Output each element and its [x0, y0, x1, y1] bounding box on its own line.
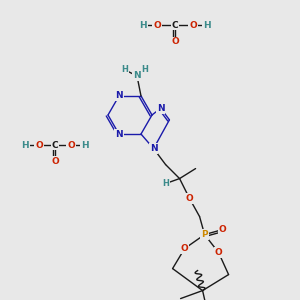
Text: O: O — [67, 140, 75, 149]
Text: O: O — [215, 248, 223, 257]
Text: H: H — [162, 179, 169, 188]
Text: O: O — [181, 244, 188, 253]
Text: O: O — [189, 20, 197, 29]
Text: H: H — [139, 20, 147, 29]
Text: H: H — [142, 65, 148, 74]
Text: P: P — [201, 230, 208, 239]
Text: O: O — [51, 157, 59, 166]
Text: N: N — [115, 92, 123, 100]
Text: H: H — [203, 20, 211, 29]
Text: C: C — [172, 20, 178, 29]
Text: O: O — [171, 38, 179, 46]
Text: N: N — [157, 104, 164, 113]
Text: N: N — [115, 130, 123, 139]
Text: H: H — [122, 65, 128, 74]
Text: O: O — [35, 140, 43, 149]
Text: H: H — [81, 140, 89, 149]
Text: N: N — [150, 144, 158, 153]
Text: O: O — [186, 194, 194, 203]
Text: C: C — [52, 140, 58, 149]
Text: O: O — [153, 20, 161, 29]
Text: O: O — [219, 225, 226, 234]
Text: H: H — [21, 140, 29, 149]
Text: N: N — [133, 71, 141, 80]
